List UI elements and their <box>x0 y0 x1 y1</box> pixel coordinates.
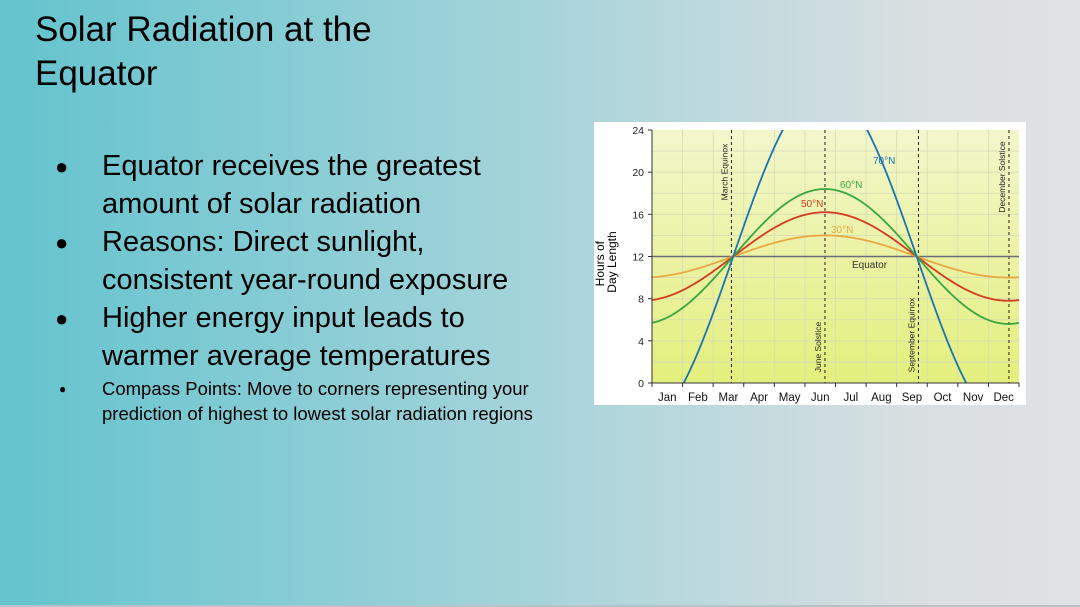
series-line-30n <box>652 234 1019 279</box>
bullet-item: Equator receives the greatest amount of … <box>55 147 555 223</box>
x-tick-label: Dec <box>993 392 1014 404</box>
series-label: 30°N <box>831 225 853 236</box>
y-tick-label: 24 <box>632 125 644 137</box>
series-line-70n <box>682 130 968 383</box>
bullet-list: Equator receives the greatest amount of … <box>55 147 555 426</box>
series-label: Equator <box>852 260 888 271</box>
compass-note: Compass Points: Move to corners represen… <box>55 376 555 426</box>
day-length-chart-svg: 0 4 8 12 16 20 24 Jan Feb Mar Apr May Jun Jul Aug Sep Oc… <box>594 125 1020 404</box>
bullet-item: Reasons: Direct sunlight, consistent yea… <box>55 223 555 299</box>
x-tick-label: Mar <box>719 392 739 404</box>
series-line-60n <box>652 188 1019 325</box>
marker-label: March Equinox <box>720 143 730 200</box>
x-tick-label: May <box>779 392 801 404</box>
x-tick-label: Nov <box>963 392 984 404</box>
x-tick-label: Oct <box>934 392 953 404</box>
y-axis-label-line-1: Hours of <box>594 240 607 286</box>
y-tick-label: 4 <box>638 336 644 348</box>
day-length-chart: 0 4 8 12 16 20 24 Jan Feb Mar Apr May Jun Jul Aug Sep Oc… <box>594 122 1026 405</box>
slide-bottom-border <box>0 605 1080 607</box>
y-tick-label: 20 <box>632 167 644 179</box>
slide-title: Solar Radiation at the Equator <box>35 10 372 93</box>
marker-label: June Solstice <box>813 321 823 372</box>
bullet-item: Higher energy input leads to warmer aver… <box>55 299 555 375</box>
x-tick-label: Apr <box>750 392 768 404</box>
y-tick-label: 16 <box>632 209 644 221</box>
svg-text:Hours of Day Length: Hours of Day Length <box>594 231 619 292</box>
x-tick-label: Sep <box>902 392 922 404</box>
y-tick-label: 8 <box>638 294 644 306</box>
marker-label: December Solstice <box>997 141 1007 213</box>
x-tick-label: Aug <box>871 392 891 404</box>
x-tick-label: Jun <box>811 392 830 404</box>
x-tick-label: Feb <box>688 392 708 404</box>
series-line-50n <box>652 211 1019 302</box>
x-tick-label: Jan <box>658 392 677 404</box>
series-label: 50°N <box>801 199 823 210</box>
x-tick-label: Jul <box>843 392 858 404</box>
y-tick-label: 12 <box>632 252 644 264</box>
series-label: 70°N <box>873 156 895 167</box>
y-tick-label: 0 <box>638 378 644 390</box>
series-label: 60°N <box>840 180 862 191</box>
y-axis-label-line-2: Day Length <box>605 231 619 292</box>
marker-label: September Equinox <box>907 297 917 372</box>
